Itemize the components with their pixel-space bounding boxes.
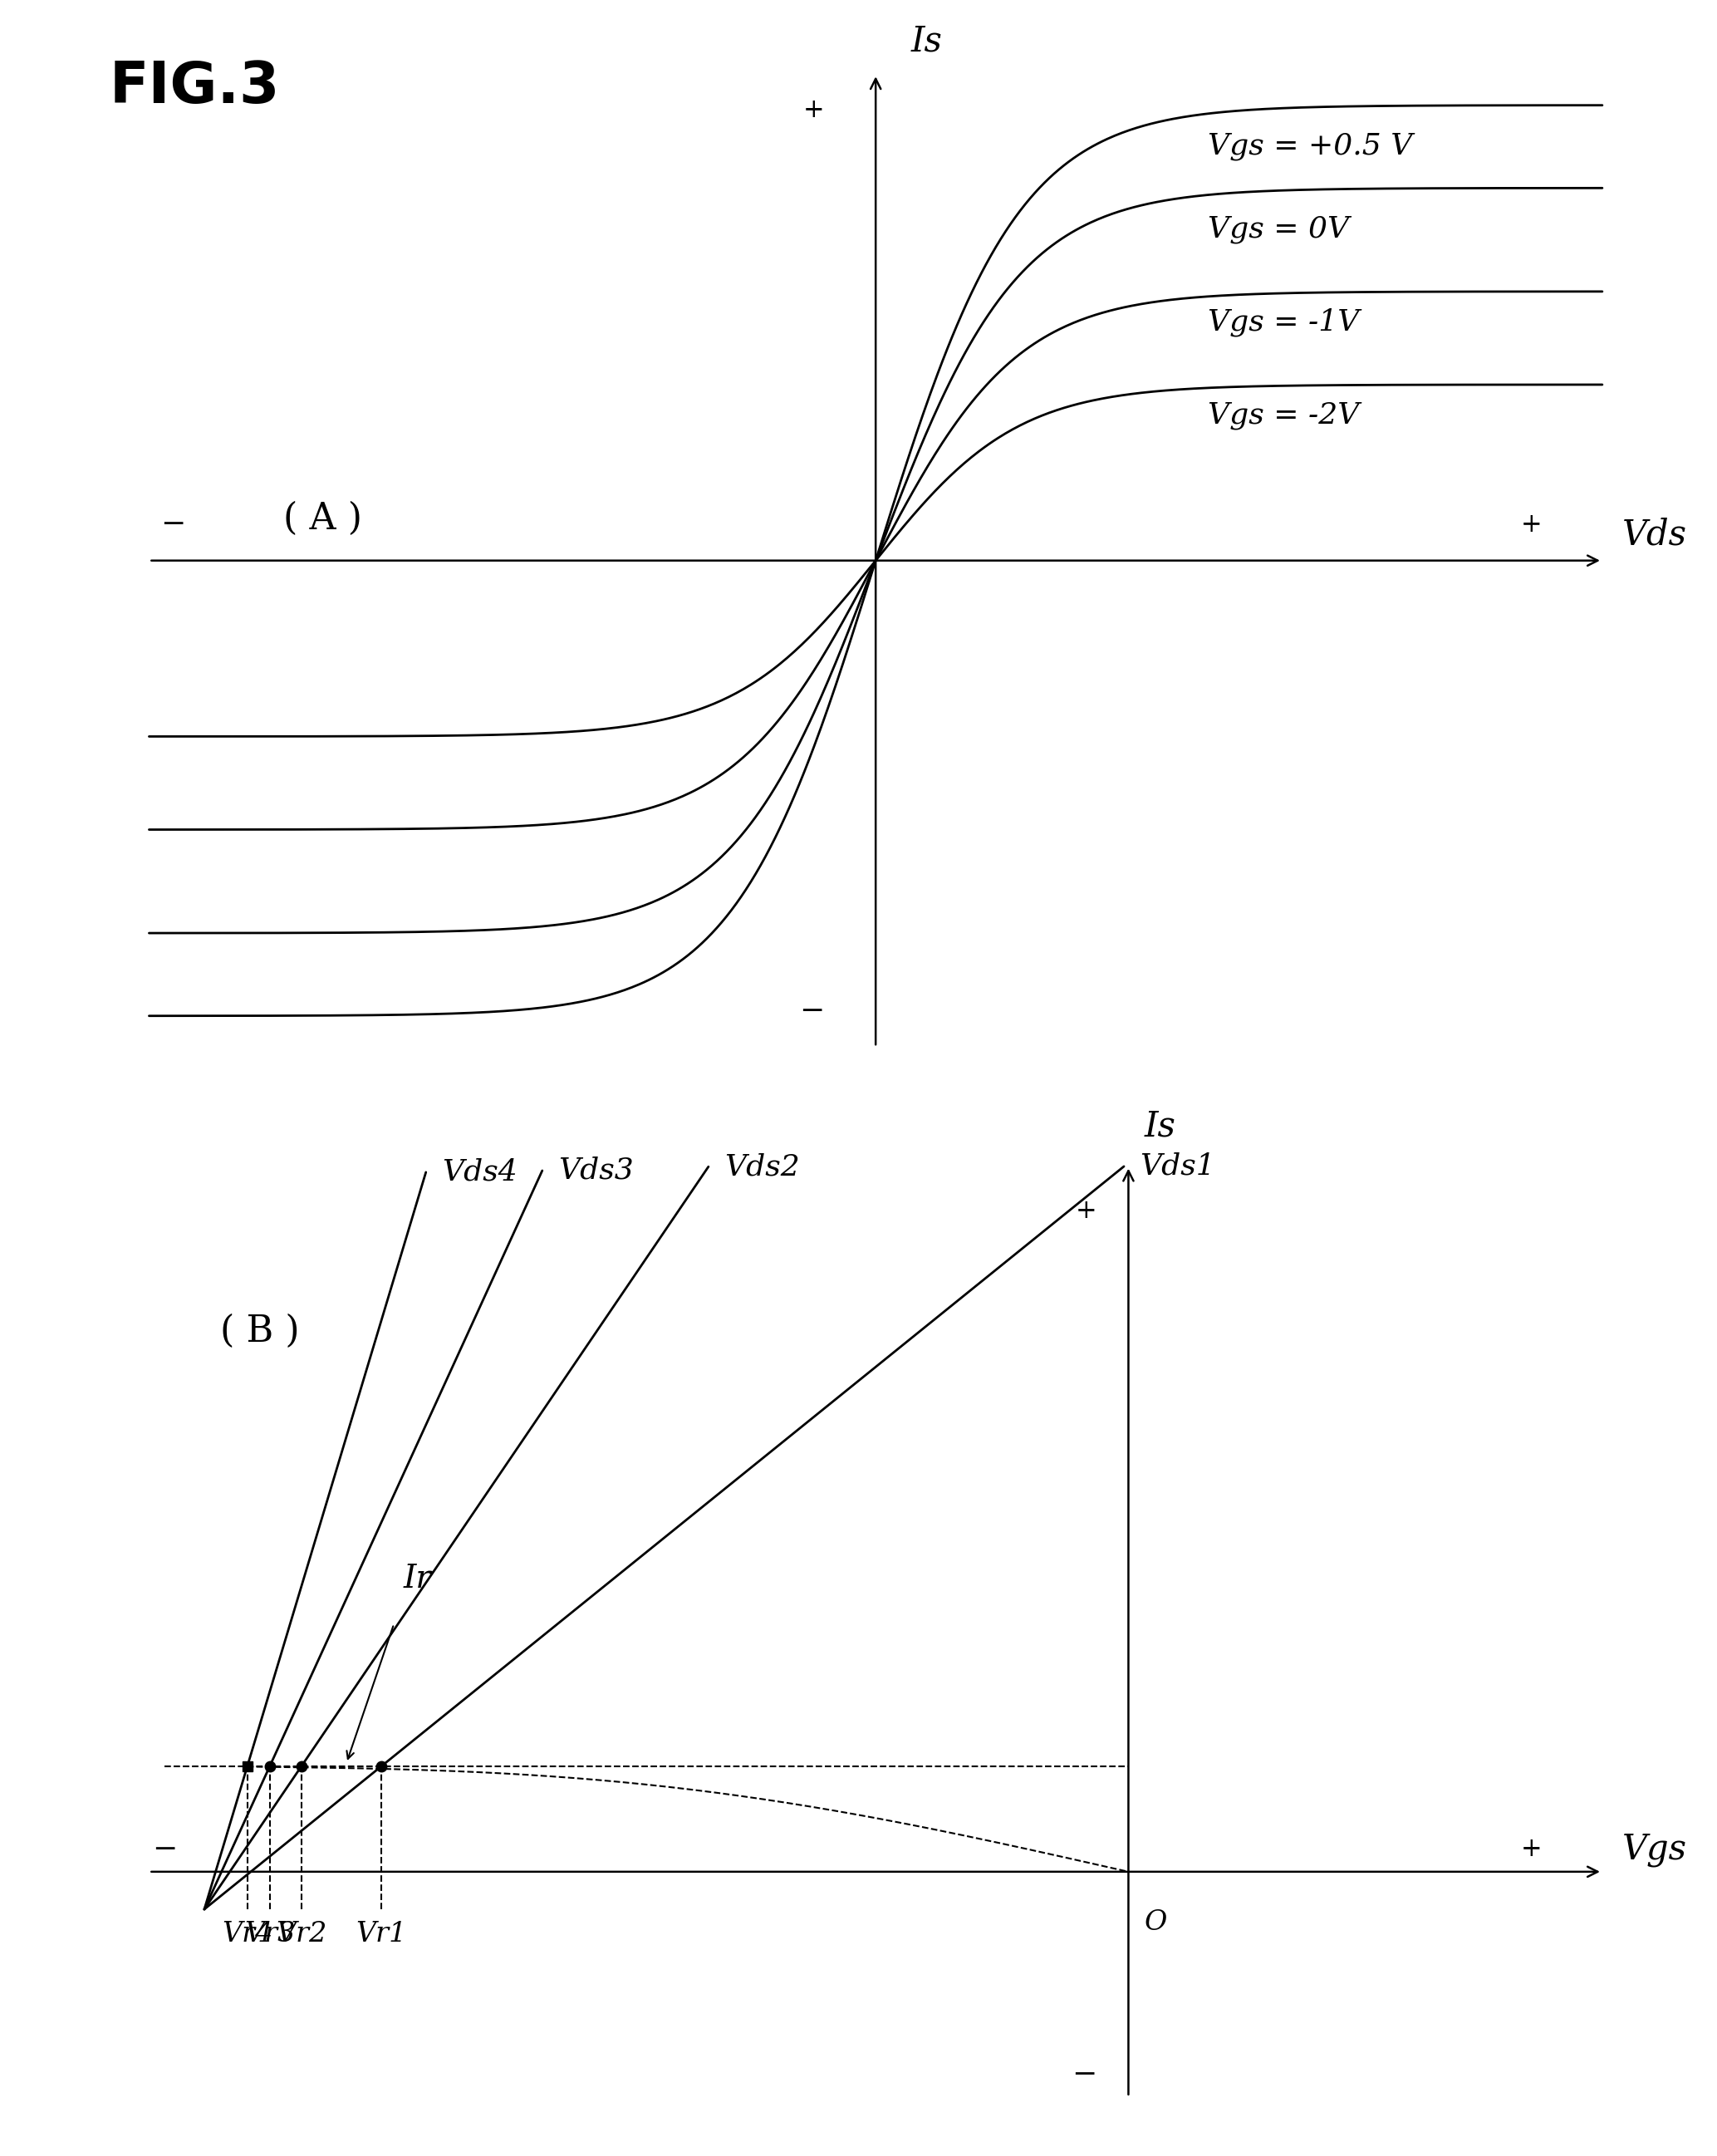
- Text: −: −: [160, 511, 185, 539]
- Text: Vgs = 0V: Vgs = 0V: [1207, 216, 1350, 244]
- Text: Is: Is: [1144, 1108, 1176, 1143]
- Text: Vds: Vds: [1623, 517, 1686, 552]
- Text: Vgs = -1V: Vgs = -1V: [1207, 308, 1358, 336]
- Text: +: +: [804, 97, 824, 123]
- Text: Vgs = +0.5 V: Vgs = +0.5 V: [1207, 132, 1411, 162]
- Text: −: −: [798, 996, 824, 1024]
- Text: −: −: [153, 1835, 177, 1863]
- Text: Vr4: Vr4: [221, 1921, 273, 1947]
- Text: Vr1: Vr1: [355, 1921, 407, 1947]
- Text: Vds3: Vds3: [558, 1156, 634, 1186]
- Text: FIG.3: FIG.3: [110, 58, 280, 114]
- Text: O: O: [1144, 1910, 1168, 1936]
- Text: Vds4: Vds4: [441, 1158, 517, 1186]
- Text: Vr2: Vr2: [276, 1921, 326, 1947]
- Text: ( B ): ( B ): [220, 1313, 299, 1350]
- Text: Vgs = -2V: Vgs = -2V: [1207, 401, 1358, 429]
- Text: Ir: Ir: [403, 1563, 431, 1593]
- Text: Vr3: Vr3: [244, 1921, 295, 1947]
- Text: +: +: [1075, 1199, 1097, 1225]
- Text: Is: Is: [912, 24, 943, 58]
- Text: +: +: [1521, 511, 1542, 537]
- Text: −: −: [1071, 2061, 1097, 2089]
- Text: ( A ): ( A ): [283, 500, 362, 537]
- Text: Vds2: Vds2: [725, 1153, 800, 1181]
- Text: Vgs: Vgs: [1623, 1833, 1686, 1867]
- Text: Vds1: Vds1: [1140, 1151, 1216, 1181]
- Text: +: +: [1521, 1837, 1542, 1863]
